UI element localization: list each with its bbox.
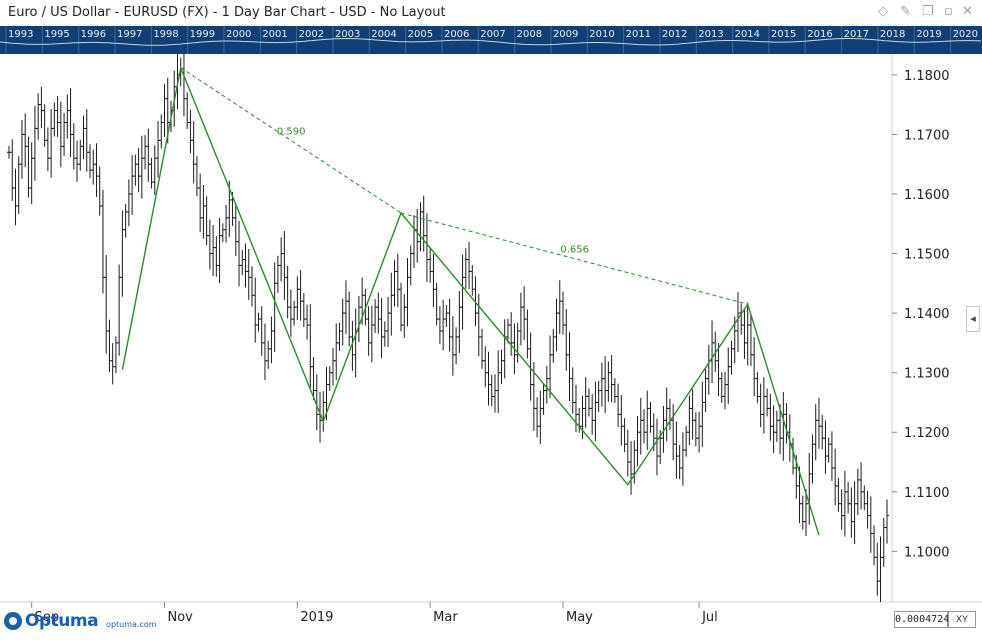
scroll-left-arrow[interactable]: ◂	[966, 306, 980, 332]
overview-year-label: 2014	[735, 29, 760, 40]
y-tick-label: 1.1100	[904, 486, 950, 501]
ohlc-bars	[7, 51, 889, 603]
overview-year-label: 1998	[153, 29, 178, 40]
overview-year-label: 2005	[408, 29, 433, 40]
overview-year-label: 1995	[44, 29, 69, 40]
optuma-logo-icon	[4, 612, 22, 630]
overview-price-line	[0, 37, 982, 46]
y-tick-label: 1.1300	[904, 367, 950, 382]
xy-button[interactable]: XY	[948, 611, 976, 628]
overview-year-label: 2016	[807, 29, 832, 40]
overview-year-label: 2006	[444, 29, 469, 40]
overview-year-label: 2001	[262, 29, 287, 40]
value-readout: 0.0004724	[894, 611, 949, 628]
overview-year-label: 2003	[335, 29, 360, 40]
y-tick-label: 1.1700	[904, 128, 950, 143]
price-chart[interactable]: 1.1800 1.1700 1.1600 1.1500 1.1400 1.1300 1.12…	[0, 51, 982, 635]
x-tick-label: May	[566, 610, 593, 625]
overview-year-label: 2000	[226, 29, 251, 40]
x-tick-label: 2019	[300, 610, 333, 625]
y-tick-label: 1.1000	[904, 545, 950, 560]
overview-year-label: 2015	[771, 29, 796, 40]
overview-year-label: 2007	[480, 29, 505, 40]
close-icon[interactable]: ✕	[962, 4, 973, 19]
overview-year-label: 1997	[117, 29, 142, 40]
overview-year-label: 1999	[190, 29, 215, 40]
overview-year-label: 2013	[698, 29, 723, 40]
overview-year-label: 2020	[953, 29, 978, 40]
overview-year-label: 2017	[844, 29, 869, 40]
x-tick-label: Jul	[701, 610, 718, 625]
logo: Optuma optuma.com	[4, 610, 157, 632]
logo-text: Optuma	[25, 611, 99, 631]
overview-year-label: 2004	[371, 29, 396, 40]
overview-year-label: 2018	[880, 29, 905, 40]
retracement-label: 0.590	[277, 126, 306, 137]
x-tick-label: Mar	[433, 610, 458, 625]
overview-year-label: 2019	[916, 29, 941, 40]
chart-title: Euro / US Dollar - EURUSD (FX) - 1 Day B…	[8, 5, 446, 20]
logo-url: optuma.com	[106, 619, 157, 629]
overview-year-label: 2011	[626, 29, 651, 40]
y-tick-label: 1.1200	[904, 426, 950, 441]
restore-icon[interactable]: ❐	[922, 4, 934, 19]
pin-icon[interactable]: ✎	[900, 4, 911, 19]
overview-year-label: 2002	[299, 29, 324, 40]
y-tick-label: 1.1800	[904, 69, 950, 84]
title-bar: Euro / US Dollar - EURUSD (FX) - 1 Day B…	[0, 0, 982, 26]
retracement-label: 0.656	[560, 245, 589, 256]
x-tick-label: Nov	[168, 610, 194, 625]
overview-strip[interactable]: 1993 1995 1996 1997 1998 1999 2000 2001 2002 2003…	[0, 26, 982, 54]
overview-year-label: 1993	[8, 29, 33, 40]
y-tick-label: 1.1600	[904, 188, 950, 203]
overview-year-label: 2012	[662, 29, 687, 40]
overview-navigator[interactable]: 1993 1995 1996 1997 1998 1999 2000 2001 2002 2003…	[0, 26, 982, 54]
y-tick-label: 1.1400	[904, 307, 950, 322]
x-tick-label: Sep	[35, 610, 60, 625]
minimize-icon[interactable]: ▫	[944, 4, 953, 19]
zigzag-line	[121, 65, 820, 536]
retracement-line	[400, 212, 748, 305]
y-tick-label: 1.1500	[904, 248, 950, 263]
overview-year-label: 2009	[553, 29, 578, 40]
overview-year-label: 1996	[81, 29, 106, 40]
chart-area[interactable]: 1.1800 1.1700 1.1600 1.1500 1.1400 1.1300 1.12…	[0, 51, 982, 635]
retracement-line	[180, 67, 402, 214]
overview-year-label: 2008	[517, 29, 542, 40]
diamond-icon[interactable]: ◇	[878, 4, 888, 19]
overview-year-label: 2010	[589, 29, 614, 40]
